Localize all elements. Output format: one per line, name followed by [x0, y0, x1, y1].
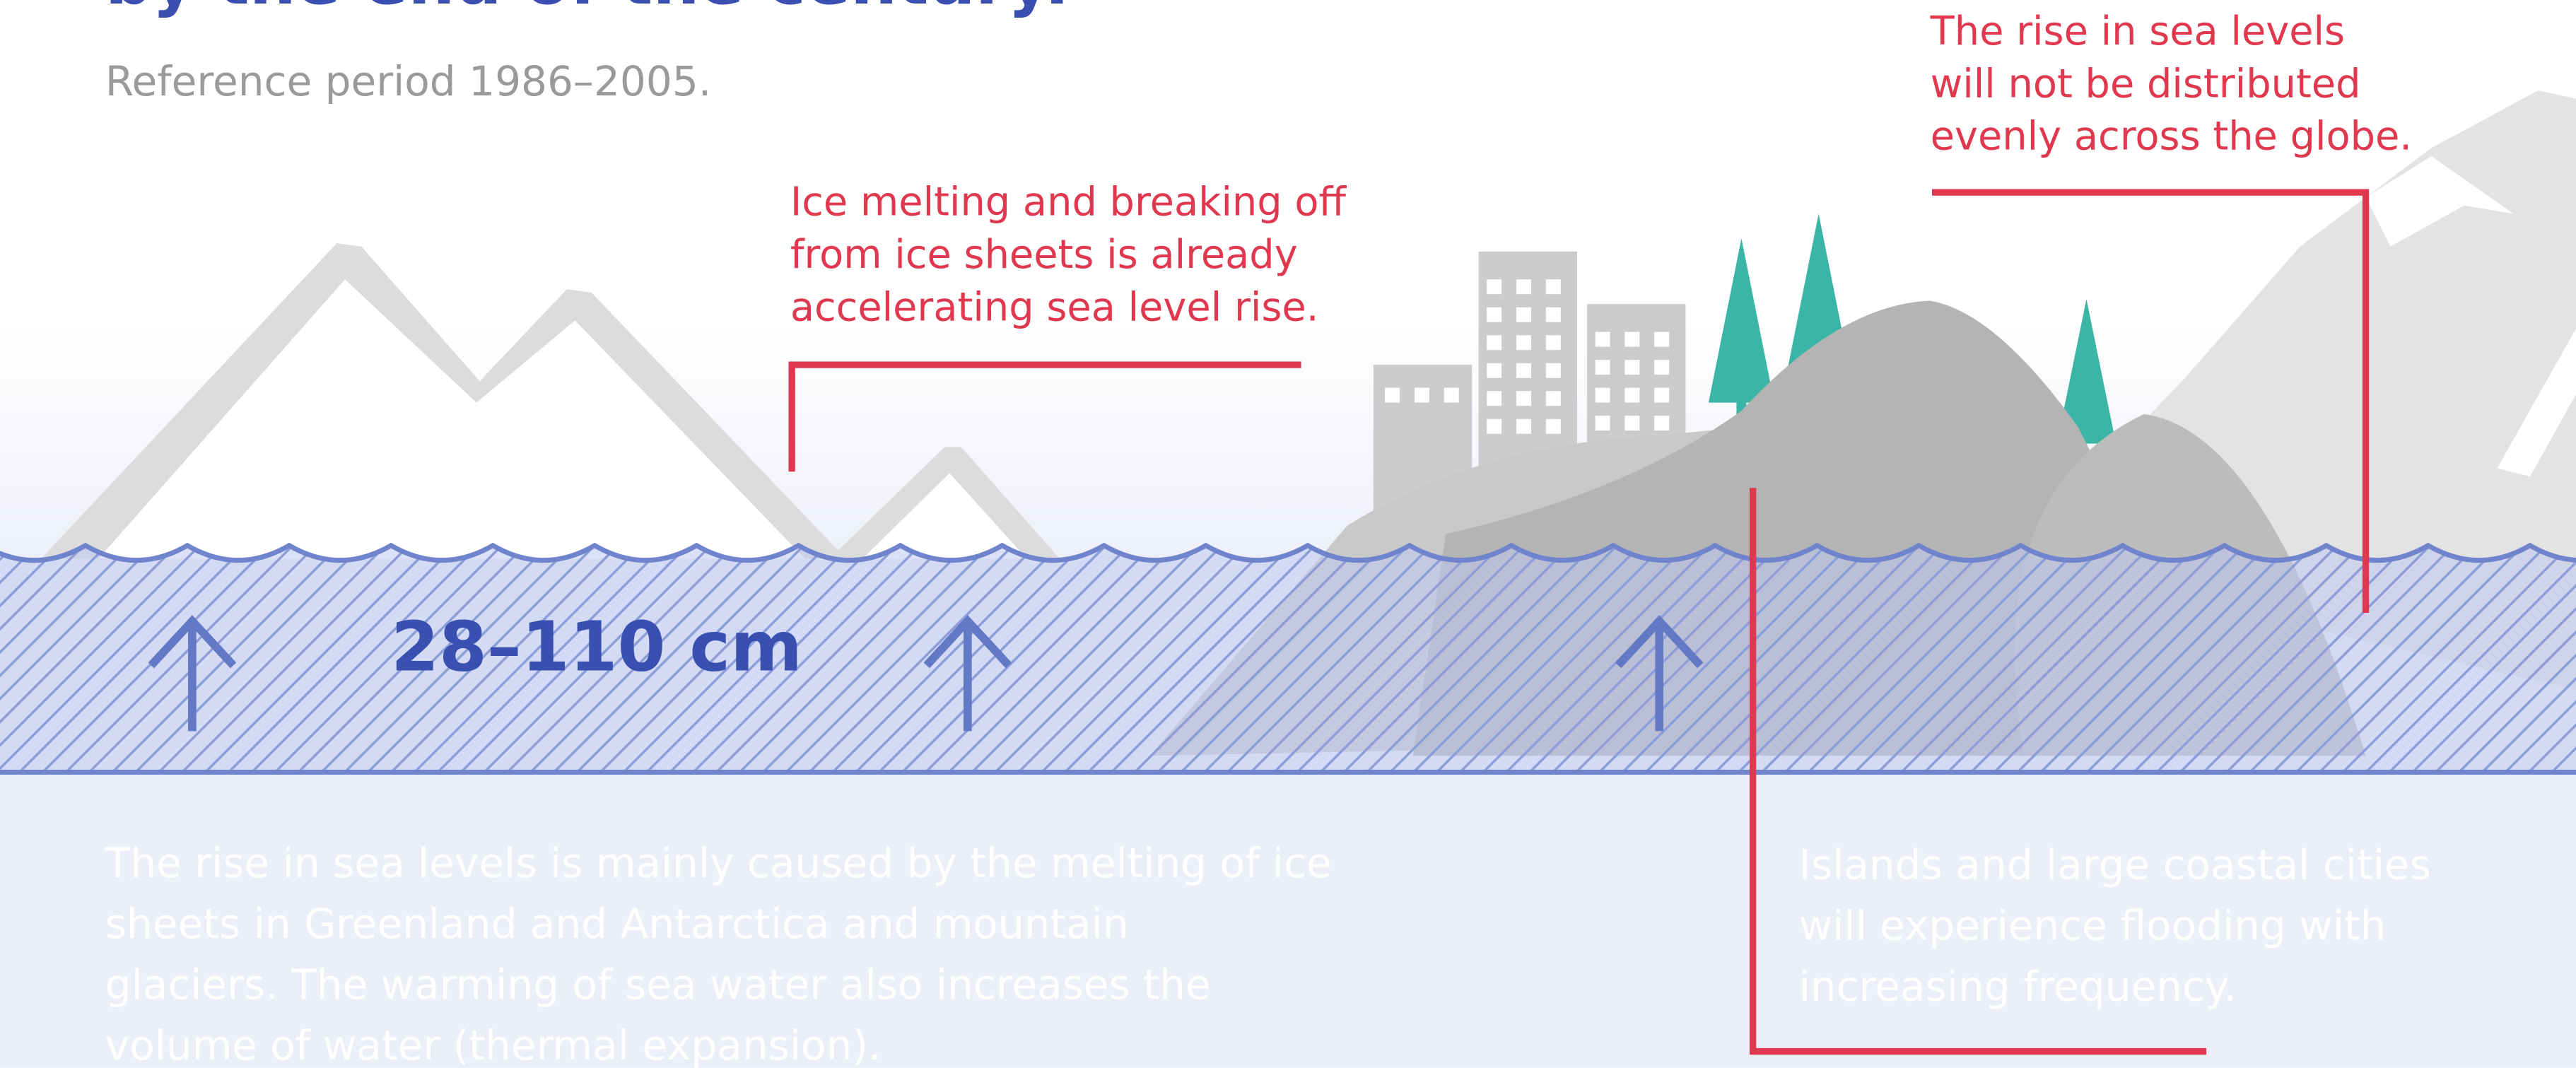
rise-arrows [148, 615, 1704, 732]
window [1624, 360, 1640, 375]
callout-line: will not be distributed [1931, 61, 2361, 107]
snow [2365, 155, 2576, 477]
callout-line: Islands and large coastal cities [1799, 841, 2431, 889]
window [1487, 418, 1502, 434]
callout-line: increasing frequency. [1799, 963, 2237, 1011]
window [1654, 416, 1670, 431]
window [1654, 331, 1670, 347]
window [1487, 335, 1502, 351]
callout-line: The rise in sea levels [1930, 8, 2345, 54]
window [1595, 416, 1610, 431]
window [1516, 391, 1531, 406]
body-line: The rise in sea levels is mainly caused … [105, 839, 1332, 887]
window [1545, 307, 1561, 322]
window [1516, 307, 1531, 322]
window [1545, 391, 1561, 406]
window [1624, 331, 1640, 347]
window [1624, 387, 1640, 403]
subtitle: Reference period 1986–2005. [105, 57, 712, 105]
window [1624, 416, 1640, 431]
body-line: sheets in Greenland and Antarctica and m… [105, 900, 1129, 948]
window [1654, 360, 1670, 375]
window [1545, 418, 1561, 434]
window [1487, 391, 1502, 406]
window [1595, 387, 1610, 403]
window [1487, 307, 1502, 322]
window [1595, 331, 1610, 347]
window [1414, 387, 1429, 403]
leader-lines [788, 189, 2370, 1055]
window [1487, 279, 1502, 295]
rise-label: 28–110 cm [391, 606, 802, 687]
window [1516, 335, 1531, 351]
window [1545, 279, 1561, 295]
callout-line: will experience flooding with [1799, 902, 2387, 950]
sea-rise-band [0, 542, 2576, 775]
window [1444, 387, 1459, 403]
window [1487, 363, 1502, 378]
window [1595, 360, 1610, 375]
snow [98, 279, 805, 559]
window [1545, 363, 1561, 378]
snow [862, 473, 1027, 559]
callout-line: Ice melting and breaking off [790, 180, 1347, 225]
callout-line: from ice sheets is already [790, 232, 1298, 278]
window [1385, 387, 1400, 403]
text-layer: Ice melting and breaking off from ice she… [105, 8, 2431, 1068]
window [1545, 335, 1561, 351]
callout-line: accelerating sea level rise. [790, 284, 1319, 330]
body-line: glaciers. The warming of sea water also … [105, 961, 1211, 1009]
title: by the end of the century. [105, 0, 1070, 19]
window [1654, 387, 1670, 403]
callout-line: evenly across the globe. [1931, 114, 2412, 160]
body-line: volume of water (thermal expansion). [105, 1021, 882, 1068]
window [1516, 418, 1531, 434]
window [1516, 279, 1531, 295]
window [1516, 363, 1531, 378]
windows [1385, 279, 1670, 434]
